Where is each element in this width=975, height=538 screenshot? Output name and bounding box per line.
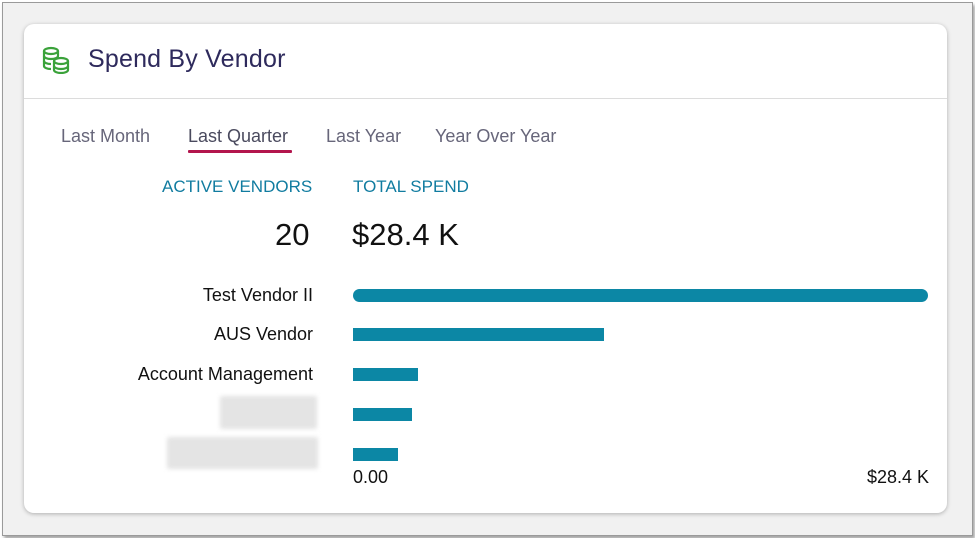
vendor-label: Account Management [137, 364, 313, 384]
card-title: Spend By Vendor [88, 45, 286, 73]
active-vendors-label: ACTIVE VENDORS [162, 177, 313, 196]
active-vendors-value: 20 [275, 217, 310, 252]
vendor-spend-bar[interactable] [353, 289, 928, 302]
vendor-label: AUS Vendor [213, 324, 313, 344]
tab-last-quarter[interactable]: Last Quarter [188, 126, 289, 146]
axis-max-label: $28.4 K [866, 467, 929, 487]
vendor-spend-bar[interactable] [353, 328, 605, 341]
vendor-label: Test Vendor II [202, 285, 313, 305]
spend-by-vendor-card: Spend By Vendor Last Month Last Quarter … [24, 24, 947, 513]
tab-last-year[interactable]: Last Year [326, 126, 402, 146]
card-header: Spend By Vendor [24, 24, 947, 99]
tab-last-month[interactable]: Last Month [61, 126, 151, 146]
vendor-spend-bar[interactable] [353, 368, 418, 381]
redacted-vendor-label [220, 396, 317, 429]
redacted-vendor-label [167, 437, 318, 469]
coins-icon [42, 46, 70, 74]
tab-year-over-year[interactable]: Year Over Year [435, 126, 557, 146]
active-tab-indicator [188, 150, 292, 153]
axis-min-label: 0.00 [353, 467, 389, 487]
vendor-spend-bar[interactable] [353, 408, 412, 421]
vendor-spend-bar[interactable] [353, 448, 398, 461]
total-spend-value: $28.4 K [352, 217, 459, 252]
total-spend-label: TOTAL SPEND [353, 177, 469, 196]
